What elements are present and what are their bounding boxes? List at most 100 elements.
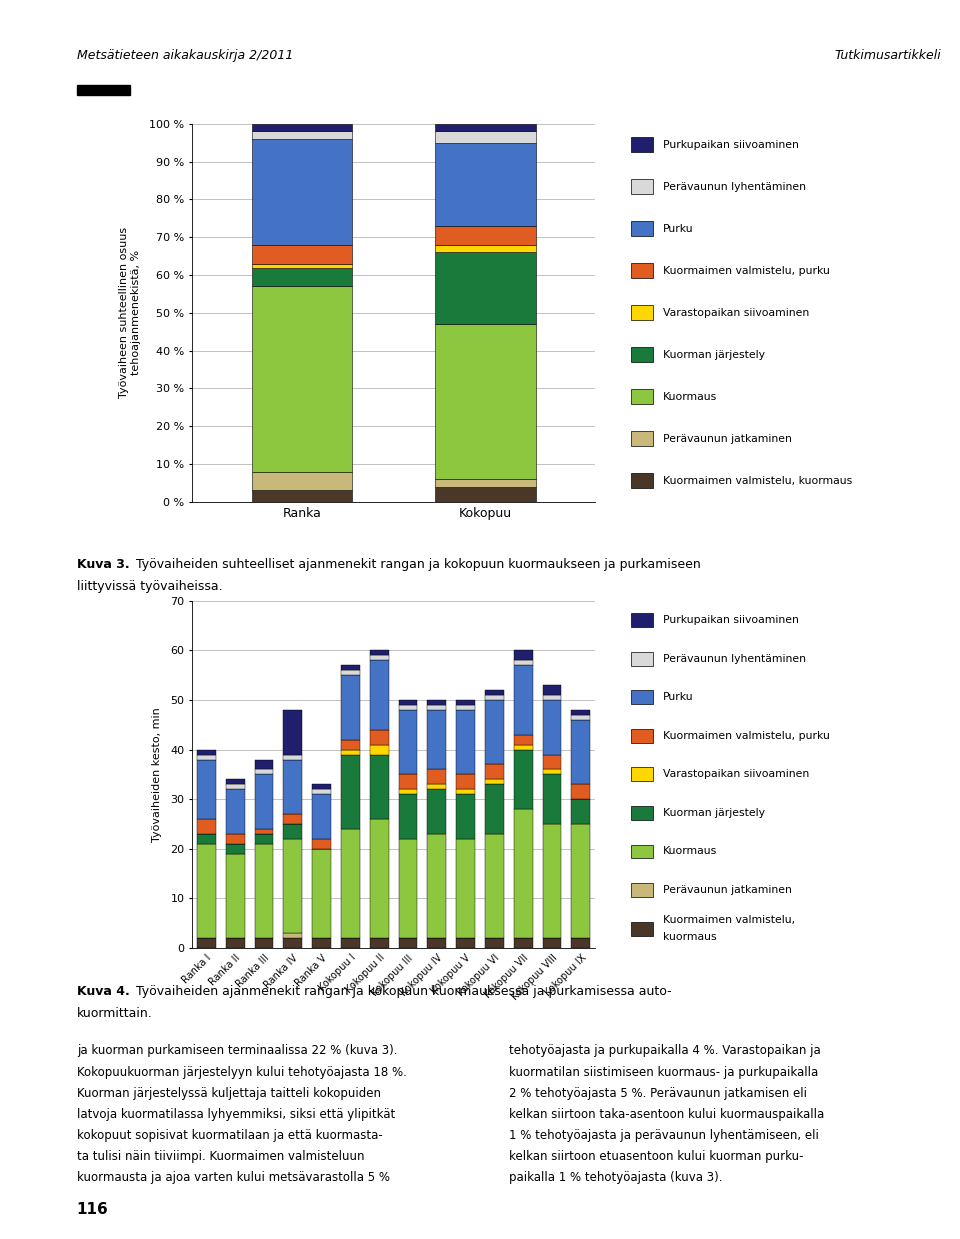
Bar <box>571 720 590 784</box>
Bar <box>427 705 446 710</box>
Text: 116: 116 <box>77 1202 108 1217</box>
Bar <box>542 695 562 700</box>
Bar <box>341 675 360 740</box>
Bar <box>398 789 418 794</box>
Bar <box>226 844 245 854</box>
Bar <box>226 779 245 784</box>
Text: Purku: Purku <box>663 693 694 703</box>
Bar <box>398 839 418 938</box>
Bar <box>283 755 302 760</box>
Text: Perävaunun lyhentäminen: Perävaunun lyhentäminen <box>663 182 806 192</box>
Bar <box>456 794 475 839</box>
Bar <box>631 690 654 704</box>
Bar <box>435 479 536 487</box>
Bar <box>283 933 302 938</box>
Bar <box>341 665 360 670</box>
Text: Kuva 4.: Kuva 4. <box>77 985 130 997</box>
Bar <box>254 834 274 844</box>
Bar <box>370 819 389 938</box>
Text: Metsätieteen aikakauskirja 2/2011: Metsätieteen aikakauskirja 2/2011 <box>77 50 293 62</box>
Text: Kuormaimen valmistelu, purku: Kuormaimen valmistelu, purku <box>663 731 830 741</box>
Bar <box>456 839 475 938</box>
Bar <box>252 139 352 245</box>
Bar <box>542 774 562 824</box>
Bar <box>254 774 274 829</box>
Bar <box>312 849 331 938</box>
Text: Kuorman järjestely: Kuorman järjestely <box>663 808 765 818</box>
Bar <box>341 755 360 829</box>
Text: Perävaunun jatkaminen: Perävaunun jatkaminen <box>663 434 792 444</box>
Bar <box>427 789 446 834</box>
Bar <box>341 670 360 675</box>
Bar <box>312 789 331 794</box>
Bar <box>427 710 446 769</box>
Bar <box>485 784 504 834</box>
Bar <box>631 180 654 195</box>
Text: ta tulisi näin tiiviimpi. Kuormaimen valmisteluun: ta tulisi näin tiiviimpi. Kuormaimen val… <box>77 1150 364 1162</box>
Bar <box>341 829 360 938</box>
Text: Perävaunun lyhentäminen: Perävaunun lyhentäminen <box>663 654 806 664</box>
Bar <box>370 650 389 655</box>
Text: kuormaus: kuormaus <box>663 932 717 942</box>
Bar <box>254 769 274 774</box>
Bar <box>427 769 446 784</box>
Bar <box>226 789 245 834</box>
Text: latvoja kuormatilassa lyhyemmiksi, siksi että ylipitkät: latvoja kuormatilassa lyhyemmiksi, siksi… <box>77 1108 396 1120</box>
Text: Purku: Purku <box>663 224 694 234</box>
Bar <box>571 938 590 948</box>
Text: Kuorman järjestely: Kuorman järjestely <box>663 349 765 359</box>
Bar <box>456 774 475 789</box>
Bar <box>197 760 216 819</box>
Text: Työvaiheiden ajanmenekit rangan ja kokopuun kuormauksessa ja purkamisessa auto-: Työvaiheiden ajanmenekit rangan ja kokop… <box>132 985 671 997</box>
Bar <box>197 834 216 844</box>
Bar <box>514 665 533 735</box>
Bar <box>435 245 536 253</box>
Text: Perävaunun jatkaminen: Perävaunun jatkaminen <box>663 885 792 895</box>
Bar <box>631 138 654 152</box>
Bar <box>197 755 216 760</box>
Bar <box>370 755 389 819</box>
Bar <box>631 845 654 859</box>
Bar <box>427 938 446 948</box>
Bar <box>542 755 562 769</box>
Bar <box>427 784 446 789</box>
Text: kelkan siirtoon taka-asentoon kului kuormauspaikalla: kelkan siirtoon taka-asentoon kului kuor… <box>509 1108 824 1120</box>
Bar <box>435 487 536 502</box>
Bar <box>514 750 533 809</box>
Text: 2 % tehotyöajasta 5 %. Perävaunun jatkamisen eli: 2 % tehotyöajasta 5 %. Perävaunun jatkam… <box>509 1087 806 1099</box>
Bar <box>283 824 302 839</box>
Bar <box>631 883 654 897</box>
Bar <box>485 779 504 784</box>
Bar <box>631 347 654 362</box>
Bar <box>427 700 446 705</box>
Bar <box>631 473 654 488</box>
Text: paikalla 1 % tehotyöajasta (kuva 3).: paikalla 1 % tehotyöajasta (kuva 3). <box>509 1171 722 1183</box>
Y-axis label: Työvaiheiden kesto, min: Työvaiheiden kesto, min <box>152 707 162 841</box>
Text: Purkupaikan siivoaminen: Purkupaikan siivoaminen <box>663 140 799 150</box>
Bar <box>631 431 654 446</box>
Bar <box>226 784 245 789</box>
Bar <box>226 938 245 948</box>
Bar <box>312 794 331 839</box>
Bar <box>254 760 274 769</box>
Bar <box>435 131 536 142</box>
Bar <box>370 745 389 755</box>
Bar <box>283 938 302 948</box>
Bar <box>435 124 536 131</box>
Bar <box>398 938 418 948</box>
Bar <box>456 700 475 705</box>
Bar <box>514 735 533 745</box>
Text: Kuorman järjestelyssä kuljettaja taitteli kokopuiden: Kuorman järjestelyssä kuljettaja taittel… <box>77 1087 381 1099</box>
Y-axis label: Työvaiheen suhteellinen osuus
tehoajanmenekistä, %: Työvaiheen suhteellinen osuus tehoajanme… <box>119 227 141 399</box>
Bar <box>542 824 562 938</box>
Bar <box>312 839 331 849</box>
Bar <box>571 710 590 715</box>
Text: kuormatilan siistimiseen kuormaus- ja purkupaikalla: kuormatilan siistimiseen kuormaus- ja pu… <box>509 1066 818 1078</box>
Bar <box>252 245 352 264</box>
Bar <box>631 729 654 742</box>
Text: Kuormaimen valmistelu, kuormaus: Kuormaimen valmistelu, kuormaus <box>663 476 852 486</box>
Text: liittyvissä työvaiheissa.: liittyvissä työvaiheissa. <box>77 580 223 592</box>
Bar <box>254 938 274 948</box>
Bar <box>571 824 590 938</box>
Text: Työvaiheiden suhteelliset ajanmenekit rangan ja kokopuun kuormaukseen ja purkami: Työvaiheiden suhteelliset ajanmenekit ra… <box>132 558 700 570</box>
